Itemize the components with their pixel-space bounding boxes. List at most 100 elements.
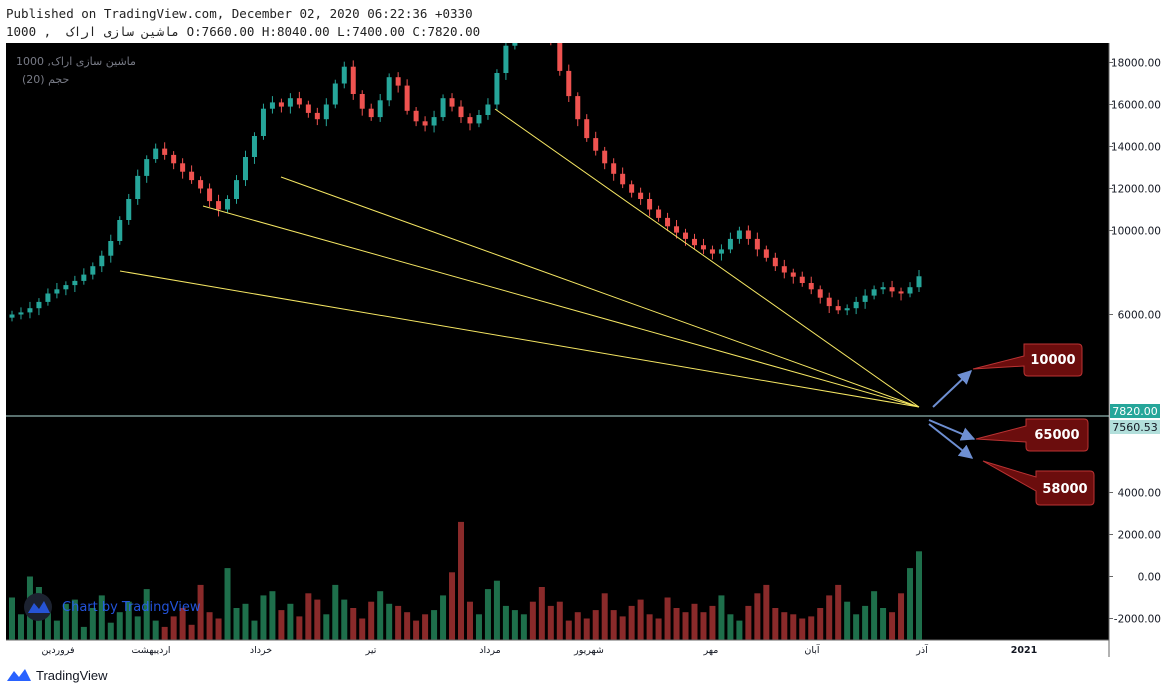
volume-bar — [754, 593, 761, 640]
candle-body — [889, 287, 895, 292]
candle-body — [638, 192, 644, 199]
candle-body — [620, 173, 626, 185]
volume-bar — [835, 584, 842, 640]
arrow-up[interactable] — [932, 370, 973, 408]
candle-body — [485, 104, 491, 115]
price-chart[interactable]: 10000 65000 58000 ماشین سازی اراک, 1000 … — [6, 0, 1168, 657]
volume-bar — [853, 614, 860, 640]
candle-body — [880, 287, 886, 290]
candle-body — [287, 98, 293, 107]
callout-label: 65000 — [1034, 428, 1079, 443]
crosshair-price-label: 7560.53 — [1110, 420, 1160, 434]
candle-body — [207, 188, 213, 202]
candle-body — [90, 266, 96, 275]
symbol-ohlc-header: ماشین سازی اراک , 1000 O:7660.00 H:8040.… — [6, 24, 481, 39]
candle-body — [305, 104, 311, 113]
volume-bar — [305, 593, 312, 640]
volume-bar — [718, 595, 725, 640]
x-tick-label: 2021 — [1011, 645, 1037, 656]
candle-body — [162, 148, 168, 155]
trendline-4[interactable] — [119, 270, 920, 408]
volume-bar — [628, 605, 635, 640]
y-tick-label: 2000.00 — [1118, 530, 1161, 542]
y-tick-label: 16000.00 — [1111, 100, 1161, 112]
y-tick-label: -2000.00 — [1114, 614, 1161, 626]
volume-bar — [206, 612, 213, 640]
crosshair-price-text: 7560.53 — [1112, 421, 1158, 434]
candle-body — [763, 249, 769, 258]
volume-bar — [673, 608, 680, 640]
y-tick-label: 12000.00 — [1111, 184, 1161, 196]
volume-bar — [664, 597, 671, 640]
candle-body — [476, 115, 482, 124]
candle-body — [314, 112, 320, 120]
volume-bar — [592, 610, 599, 640]
volume-bar — [53, 620, 60, 640]
candle-body — [440, 98, 446, 118]
arrow-low[interactable] — [928, 423, 974, 459]
volume-bar — [323, 614, 330, 640]
volume-bar — [727, 614, 734, 640]
candle-body — [907, 287, 913, 294]
volume-bar — [269, 591, 276, 640]
volume-bar — [610, 610, 617, 640]
arrow-mid[interactable] — [928, 419, 976, 441]
callout-58000[interactable]: 58000 — [982, 460, 1095, 506]
volume-bar — [107, 622, 114, 640]
volume-bar — [466, 601, 473, 640]
time-axis[interactable] — [6, 640, 1109, 657]
candle-body — [386, 77, 392, 101]
trendline-3[interactable] — [202, 205, 920, 408]
volume-bar — [458, 521, 465, 640]
volume-bar — [296, 616, 303, 640]
trendline-1[interactable] — [494, 108, 920, 408]
callout-label: 10000 — [1030, 353, 1075, 368]
candle-body — [898, 291, 904, 294]
volume-bar — [341, 599, 348, 640]
x-tick-label: آبان — [804, 643, 820, 656]
volume-bar — [511, 610, 518, 640]
volume-bar — [44, 610, 51, 640]
footer-brand[interactable]: TradingView — [36, 667, 108, 683]
chart-area[interactable]: 10000 65000 58000 ماشین سازی اراک, 1000 … — [6, 0, 1168, 657]
volume-bar — [601, 593, 608, 640]
volume-bar — [71, 599, 78, 640]
candle-body — [709, 249, 715, 254]
candle-body — [557, 41, 563, 71]
volume-bar — [422, 614, 429, 640]
volume-bar — [871, 591, 878, 640]
x-tick-label: شهریور — [573, 645, 604, 656]
candle-body — [575, 96, 581, 120]
volume-bar — [314, 599, 321, 640]
candle-body — [377, 100, 383, 118]
candle-body — [853, 301, 859, 309]
tradingview-logo-icon — [7, 669, 31, 681]
candle-body — [153, 148, 159, 160]
volume-bar — [449, 572, 456, 640]
volume-bar — [790, 614, 797, 640]
candle-body — [108, 241, 114, 256]
candle-body — [458, 106, 464, 118]
callout-65000[interactable]: 65000 — [975, 418, 1089, 452]
last-price-text: 7820.00 — [1112, 405, 1158, 418]
candle-body — [45, 293, 51, 302]
x-tick-label: مهر — [703, 645, 719, 656]
watermark-text: Chart by TradingView — [62, 600, 201, 615]
volume-bar — [98, 595, 105, 640]
volume-bar — [188, 624, 195, 640]
y-tick-label: 14000.00 — [1111, 142, 1161, 154]
candle-body — [216, 201, 222, 210]
volume-bar — [377, 591, 384, 640]
volume-bar — [619, 616, 626, 640]
volume-bar — [80, 626, 87, 640]
candle-body — [467, 117, 473, 124]
candle-body — [512, 7, 518, 46]
candle-body — [772, 257, 778, 267]
price-axis[interactable] — [1109, 43, 1168, 657]
volume-bar — [799, 618, 806, 640]
trendline-2[interactable] — [280, 176, 920, 408]
volume-bar — [538, 587, 545, 640]
candle-body — [332, 83, 338, 105]
callout-10000[interactable]: 10000 — [972, 343, 1083, 377]
candle-body — [745, 230, 751, 239]
